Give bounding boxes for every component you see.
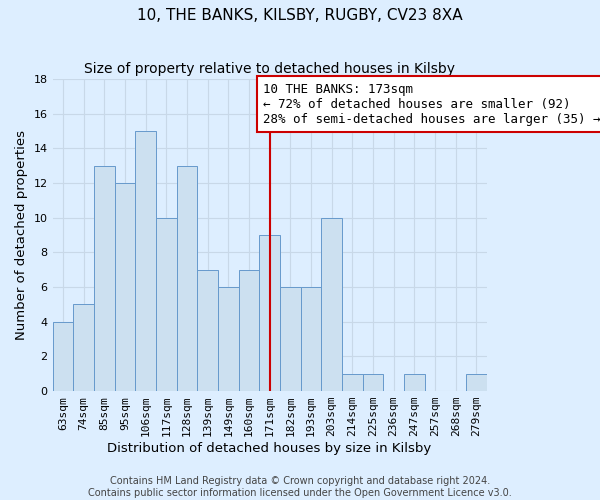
Bar [53, 322, 73, 391]
Bar [321, 218, 342, 391]
Text: 10 THE BANKS: 173sqm
← 72% of detached houses are smaller (92)
28% of semi-detac: 10 THE BANKS: 173sqm ← 72% of detached h… [263, 82, 600, 126]
Bar [135, 131, 156, 391]
Bar [280, 287, 301, 391]
Bar [176, 166, 197, 391]
Bar [259, 235, 280, 391]
Bar [115, 183, 135, 391]
Bar [342, 374, 362, 391]
Bar [218, 287, 239, 391]
Bar [301, 287, 321, 391]
Bar [94, 166, 115, 391]
X-axis label: Distribution of detached houses by size in Kilsby: Distribution of detached houses by size … [107, 442, 432, 455]
Bar [404, 374, 425, 391]
Y-axis label: Number of detached properties: Number of detached properties [15, 130, 28, 340]
Bar [239, 270, 259, 391]
Bar [466, 374, 487, 391]
Title: Size of property relative to detached houses in Kilsby: Size of property relative to detached ho… [84, 62, 455, 76]
Text: Contains HM Land Registry data © Crown copyright and database right 2024.
Contai: Contains HM Land Registry data © Crown c… [88, 476, 512, 498]
Bar [156, 218, 176, 391]
Text: 10, THE BANKS, KILSBY, RUGBY, CV23 8XA: 10, THE BANKS, KILSBY, RUGBY, CV23 8XA [137, 8, 463, 22]
Bar [197, 270, 218, 391]
Bar [73, 304, 94, 391]
Bar [362, 374, 383, 391]
